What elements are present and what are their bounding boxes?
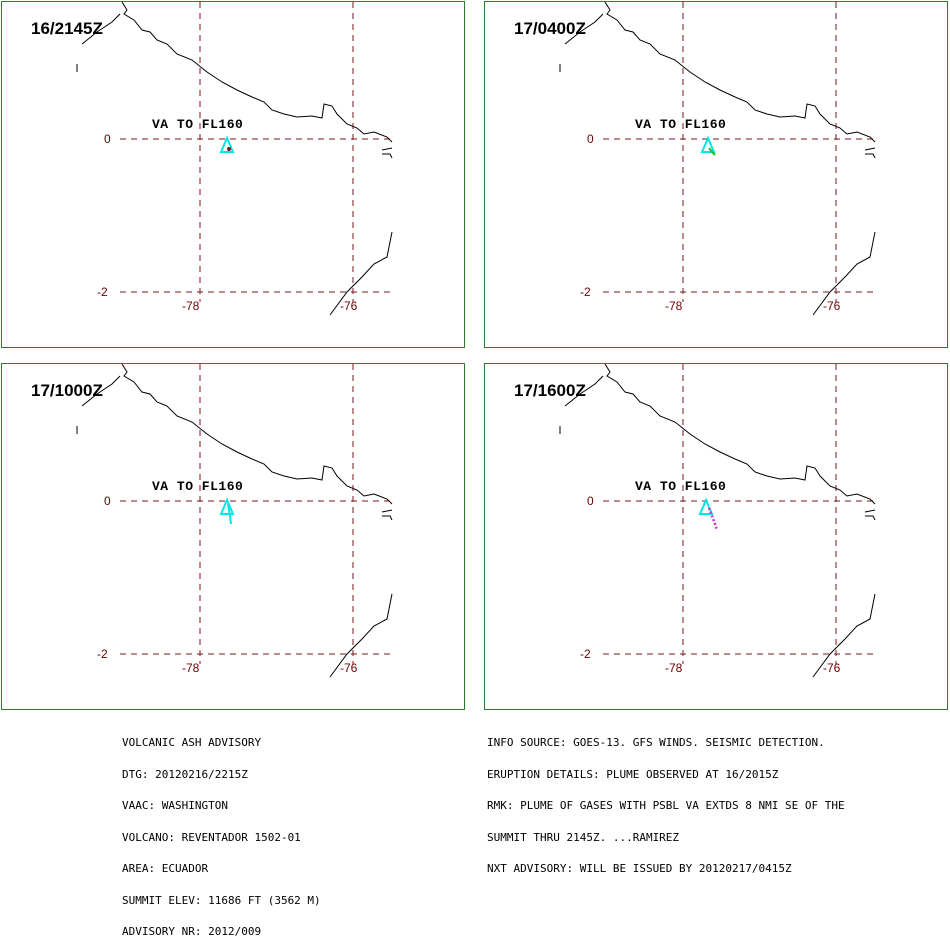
map-panel-2: 17/0400Z VA TO FL160 0 -2 -78 -76 bbox=[484, 1, 948, 348]
advisory-line: DTG: 20120216/2215Z bbox=[122, 767, 248, 781]
map-panel-1: 16/2145Z VA TO FL160 0 -2 -78 -76 bbox=[1, 1, 465, 348]
map-panel-3: 17/1000Z VA TO FL160 0 -2 -78 -76 bbox=[1, 363, 465, 710]
volcano-icon bbox=[698, 497, 719, 531]
lon-label-minus78: -78 bbox=[665, 661, 683, 675]
lat-label-minus2: -2 bbox=[97, 285, 108, 299]
va-label: VA TO FL160 bbox=[635, 117, 727, 132]
lat-label-0: 0 bbox=[104, 132, 111, 146]
advisory-line: ADVISORY NR: 2012/009 bbox=[122, 925, 262, 938]
map-canvas bbox=[76, 364, 393, 678]
va-label: VA TO FL160 bbox=[152, 117, 244, 132]
advisory-line: ERUPTION DETAILS: PLUME OBSERVED AT 16/2… bbox=[487, 767, 779, 781]
coastline bbox=[559, 364, 876, 678]
advisory-line: SUMMIT ELEV: 11686 FT (3562 M) bbox=[122, 893, 321, 907]
advisory-right: INFO SOURCE: GOES-13. GFS WINDS. SEISMIC… bbox=[487, 717, 845, 885]
lon-label-minus78: -78 bbox=[665, 299, 683, 313]
map-canvas bbox=[559, 2, 876, 316]
lat-label-0: 0 bbox=[104, 494, 111, 508]
va-label: VA TO FL160 bbox=[635, 479, 727, 494]
time-label: 17/1000Z bbox=[31, 381, 103, 400]
advisory-line: VOLCANIC ASH ADVISORY bbox=[122, 736, 262, 749]
lon-label-minus76: -76 bbox=[340, 661, 358, 675]
lat-label-0: 0 bbox=[587, 494, 594, 508]
va-label: VA TO FL160 bbox=[152, 479, 244, 494]
lon-label-minus76: -76 bbox=[340, 299, 358, 313]
advisory-line: INFO SOURCE: GOES-13. GFS WINDS. SEISMIC… bbox=[487, 736, 825, 749]
lon-label-minus78: -78 bbox=[182, 661, 200, 675]
lon-label-minus76: -76 bbox=[823, 299, 841, 313]
volcano-icon bbox=[219, 497, 235, 525]
coastline bbox=[76, 364, 393, 678]
volcano-icon bbox=[219, 135, 235, 153]
time-label: 17/1600Z bbox=[514, 381, 586, 400]
lat-label-minus2: -2 bbox=[97, 647, 108, 661]
grid-lines bbox=[603, 2, 875, 302]
lat-label-minus2: -2 bbox=[580, 285, 591, 299]
advisory-left: VOLCANIC ASH ADVISORY DTG: 20120216/2215… bbox=[122, 717, 321, 948]
grid-lines bbox=[120, 2, 392, 302]
advisory-line: AREA: ECUADOR bbox=[122, 862, 209, 875]
lon-label-minus76: -76 bbox=[823, 661, 841, 675]
volcano-icon bbox=[700, 135, 716, 156]
advisory-line: NXT ADVISORY: WILL BE ISSUED BY 20120217… bbox=[487, 862, 792, 875]
advisory-line: RMK: PLUME OF GASES WITH PSBL VA EXTDS 8… bbox=[487, 799, 845, 812]
map-canvas bbox=[559, 364, 876, 678]
advisory-line: VOLCANO: REVENTADOR 1502-01 bbox=[122, 830, 301, 844]
lat-label-minus2: -2 bbox=[580, 647, 591, 661]
advisory-line: VAAC: WASHINGTON bbox=[122, 799, 228, 812]
grid-lines bbox=[603, 364, 875, 664]
lat-label-0: 0 bbox=[587, 132, 594, 146]
advisory-line: SUMMIT THRU 2145Z. ...RAMIREZ bbox=[487, 830, 680, 844]
grid-lines bbox=[120, 364, 392, 664]
lon-label-minus78: -78 bbox=[182, 299, 200, 313]
time-label: 16/2145Z bbox=[31, 19, 103, 38]
coastline bbox=[76, 2, 393, 316]
map-panel-4: 17/1600Z VA TO FL160 0 -2 -78 -76 bbox=[484, 363, 948, 710]
time-label: 17/0400Z bbox=[514, 19, 586, 38]
coastline bbox=[559, 2, 876, 316]
map-canvas bbox=[76, 2, 393, 316]
